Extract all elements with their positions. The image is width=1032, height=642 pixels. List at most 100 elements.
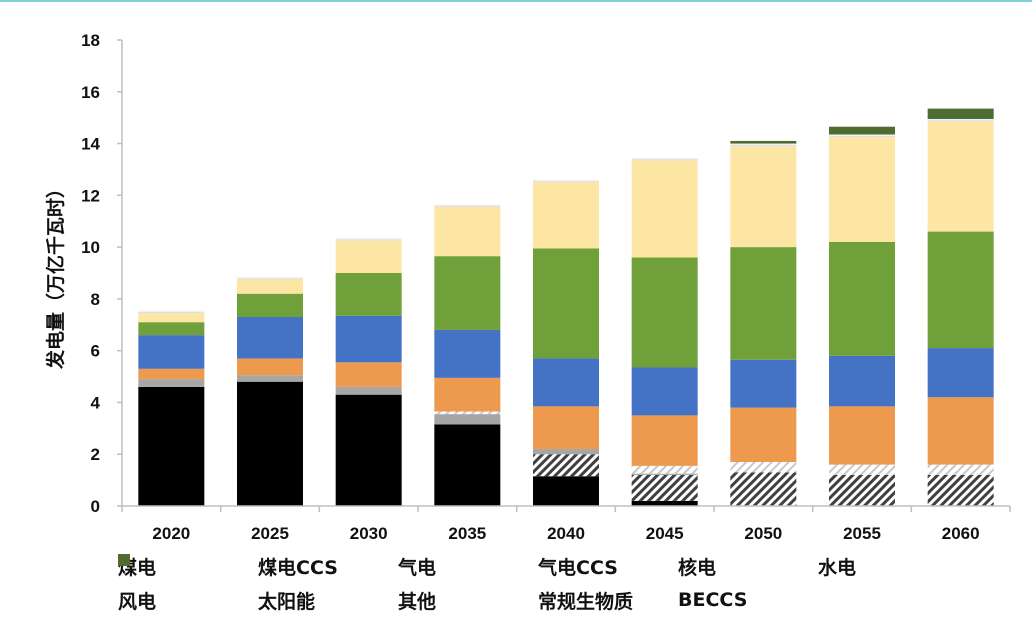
legend-label: 常规生物质 [538,590,634,613]
bar-segment [237,278,303,280]
legend-item: 核电 [118,554,818,579]
bar-segment [335,240,402,273]
bar-segment [533,182,599,249]
stacked-bar-chart: 0 2 4 6 8 10 12 14 16 18 2020 2025 2030 2035 2040 2045… [44,31,1011,543]
legend-item: 气电CCS [118,554,678,579]
bar-segment [237,381,303,506]
bar-segment [829,134,895,136]
legend-label: 气电CCS [538,556,618,579]
bar-segment [631,367,698,416]
bar-segment [138,335,205,369]
y-axis: 0 2 4 6 8 10 12 14 16 18 [81,31,123,516]
y-tick-label: 12 [81,186,100,205]
legend-label: 气电 [398,556,437,579]
x-axis: 2020 2025 2030 2035 2040 2045 2050 2055 2060 [121,505,1011,543]
bar-segment [829,137,895,242]
bar-segment [138,313,205,323]
bar-segment [237,358,303,376]
bar-segment [631,159,698,161]
bar-segment [138,311,205,314]
bar-segment [434,206,501,257]
x-tick-label: 2020 [152,524,190,543]
bar-segment [631,415,698,466]
legend-item: 风电 [118,554,258,613]
bar-segment [138,386,205,506]
y-tick-label: 2 [91,445,100,464]
legend-label: 水电 [818,556,857,579]
bars [138,108,994,506]
bar-segment [730,143,797,145]
bar-segment [631,157,698,160]
legend-item: 气电 [118,554,538,579]
bar-segment [829,406,895,465]
legend-item: 太阳能 [118,554,398,613]
bar-segment [138,322,205,336]
x-tick-label: 2045 [646,524,684,543]
bar-segment [927,474,994,506]
x-tick-label: 2055 [843,524,881,543]
legend-item: 煤电CCS [118,554,398,579]
bar-segment [335,362,402,387]
bar-segment [533,476,599,506]
legend-item: 其他 [118,554,538,613]
bar-segment [434,204,501,206]
bar-segment [631,500,698,506]
bar-segment [730,472,797,506]
y-tick-label: 10 [81,238,100,257]
bar-segment [335,315,402,363]
y-tick-label: 18 [81,31,100,50]
bar-segment [829,464,895,475]
legend-label: 风电 [118,590,157,613]
legend-item: 煤电 [118,554,258,579]
bar-segment [631,160,698,258]
bar-segment [533,454,599,477]
y-tick-label: 6 [91,342,100,361]
y-tick-label: 8 [91,290,100,309]
bar-segment [631,474,698,501]
bar-segment [434,205,501,207]
x-tick-label: 2040 [547,524,585,543]
bar-segment [533,406,599,450]
bar-segment [434,411,501,415]
bar-segment [533,181,599,183]
x-tick-label: 2060 [942,524,980,543]
bar-segment [138,310,205,312]
bar-segment [829,355,895,407]
bar-segment [927,397,994,465]
y-axis-label: 发电量（万亿千瓦时） [44,179,67,370]
legend-label: 其他 [398,590,437,613]
bar-segment [730,144,797,147]
bar-segment [533,179,599,182]
bar-segment [138,379,205,387]
y-tick-label: 0 [91,497,100,516]
bar-segment [434,329,501,378]
x-tick-label: 2030 [350,524,388,543]
bar-segment [730,140,797,144]
bar-segment [829,126,895,135]
x-tick-label: 2050 [744,524,782,543]
bar-segment [730,247,797,360]
y-tick-label: 16 [81,83,100,102]
bar-segment [730,146,797,248]
legend-item: BECCS [118,554,818,612]
bar-segment [335,394,402,506]
bar-segment [138,368,205,380]
legend-item: 常规生物质 [118,554,678,613]
bar-segment [335,238,402,240]
bar-segment [434,414,501,425]
bar-segment [927,108,994,119]
bar-segment [335,386,402,395]
x-tick-label: 2035 [448,524,486,543]
bar-segment [730,359,797,408]
bar-segment [927,464,994,475]
legend-label: 煤电CCS [258,556,338,579]
bar-segment [730,407,797,462]
bar-segment [829,474,895,506]
bar-segment [631,257,698,368]
y-tick-label: 4 [91,393,101,412]
bar-segment [927,120,994,122]
bar-segment [927,231,994,349]
bar-segment [434,256,501,330]
bar-segment [927,348,994,398]
